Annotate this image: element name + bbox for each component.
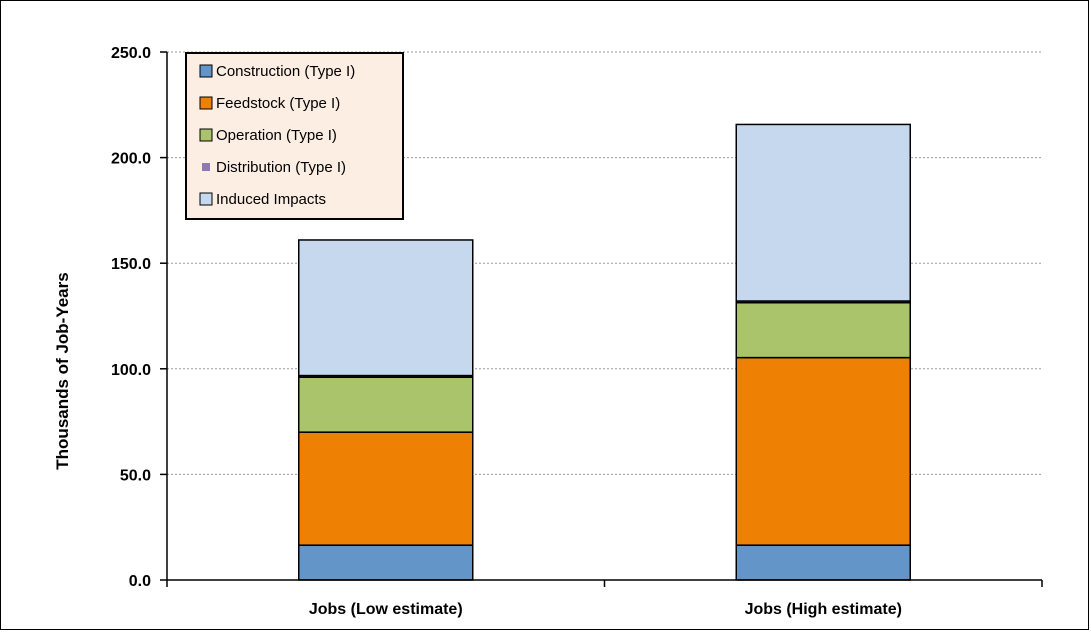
x-tick-labels: Jobs (Low estimate) Jobs (High estimate) — [309, 601, 902, 618]
bar-segment: Construction (Type I): 16.5 — [298, 544, 474, 581]
bar-segment: Induced Impacts: 83.6 — [735, 123, 911, 302]
legend-label: Operation (Type I) — [216, 127, 337, 144]
bar-segment: Operation (Type I): 26 — [298, 376, 474, 433]
bar-segment: Construction (Type I): 16.5 — [735, 544, 911, 581]
legend-swatch — [199, 96, 213, 110]
y-tick-labels: 0.0 50.0 100.0 150.0 200.0 250.0 — [111, 45, 151, 590]
bar-segment: Feedstock (Type I): 53.5 — [298, 431, 474, 546]
bars: Construction (Type I): 16.5Feedstock (Ty… — [298, 123, 911, 581]
y-tick-label: 150.0 — [111, 256, 151, 273]
y-tick-label: 50.0 — [120, 467, 151, 484]
legend: Construction (Type I) Feedstock (Type I) O… — [185, 52, 404, 220]
bar-segment: Feedstock (Type I): 88.8 — [735, 356, 911, 546]
legend-swatch — [202, 163, 210, 171]
legend-swatch — [199, 128, 213, 142]
y-tick-label: 250.0 — [111, 45, 151, 62]
legend-label: Distribution (Type I) — [216, 159, 346, 176]
legend-box — [185, 52, 404, 220]
legend-swatch — [199, 64, 213, 78]
y-tick-label: 100.0 — [111, 362, 151, 379]
x-tick-label: Jobs (High estimate) — [745, 601, 902, 618]
legend-label: Feedstock (Type I) — [216, 95, 340, 112]
y-axis-title: Thousands of Job-Years — [53, 272, 72, 469]
x-tick-label: Jobs (Low estimate) — [309, 601, 463, 618]
bar-segment: Operation (Type I): 26 — [735, 301, 911, 359]
axes — [160, 51, 1043, 587]
y-tick-label: 200.0 — [111, 151, 151, 168]
bar-segment: Induced Impacts: 64.2 — [298, 239, 474, 377]
legend-swatch — [199, 192, 213, 206]
y-tick-label: 0.0 — [129, 573, 151, 590]
legend-label: Construction (Type I) — [216, 63, 355, 80]
legend-label: Induced Impacts — [216, 191, 326, 208]
